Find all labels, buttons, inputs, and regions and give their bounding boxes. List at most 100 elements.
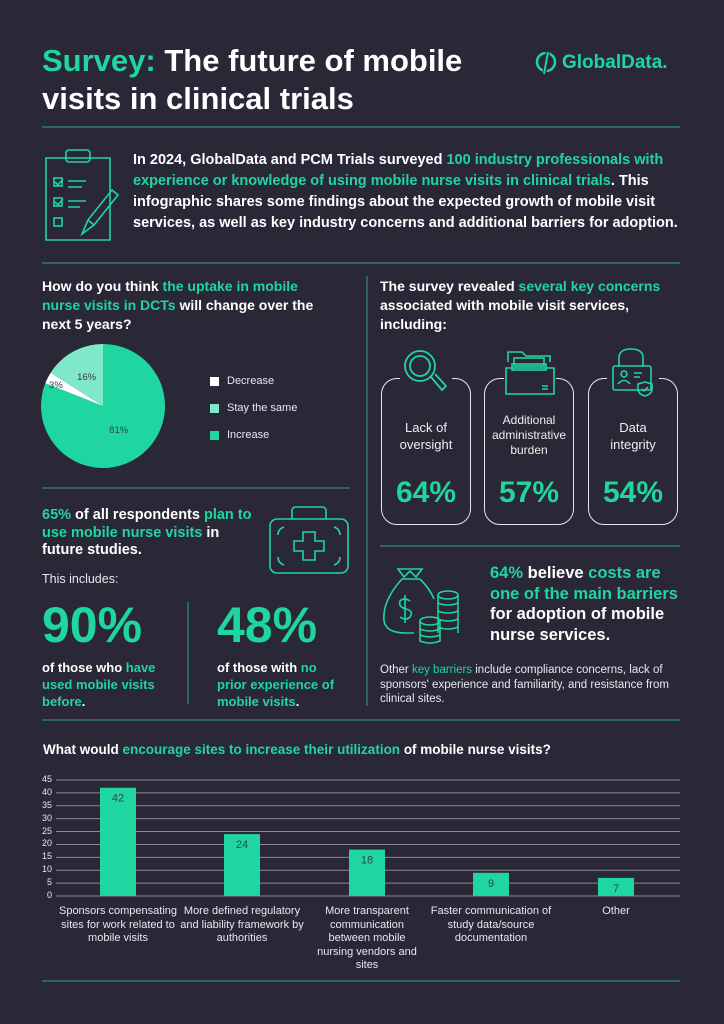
legend-swatch xyxy=(210,403,219,413)
y-tick-label: 5 xyxy=(46,877,52,888)
legend-label: Increase xyxy=(227,429,270,441)
globaldata-logo-icon xyxy=(535,49,557,77)
cap-part: . xyxy=(295,694,300,709)
x-tick-label: Faster communication of study data/sourc… xyxy=(430,905,552,944)
q-part: will change over the next 5 years? xyxy=(42,297,314,332)
globaldata-logo: GlobalData. xyxy=(535,48,668,78)
lock-id-icon xyxy=(607,346,659,398)
x-tick-label: More defined regulatory and liability fr… xyxy=(180,905,304,944)
q-part: How do you think xyxy=(42,278,163,294)
logo-text: GlobalData. xyxy=(562,52,668,73)
stat-90: 90% xyxy=(42,597,143,653)
pie-data-label: 16% xyxy=(77,372,97,383)
plans-part: 65% xyxy=(42,507,72,523)
legend-label: Stay the same xyxy=(227,402,298,414)
bar xyxy=(224,834,260,896)
legend-item-increase: Increase xyxy=(210,429,269,441)
x-tick-label: Sponsors compensating sites for work rel… xyxy=(58,905,177,944)
concern-value: 64% xyxy=(395,476,457,509)
bar xyxy=(100,787,136,896)
cap-highlight: no prior experience of mobile visits xyxy=(217,660,335,709)
other-part: include compliance concerns, lack of spo… xyxy=(380,664,669,705)
intro-highlight: 100 industry professionals with experien… xyxy=(133,152,664,189)
pie-slice-increase xyxy=(40,344,165,468)
bar xyxy=(473,872,509,896)
includes-label: This includes: xyxy=(42,572,119,586)
divider xyxy=(42,126,680,128)
x-tick-label: Other xyxy=(602,905,630,917)
other-highlight: key barriers xyxy=(411,664,473,676)
q-highlight: the uptake in mobile nurse visits in DCT… xyxy=(42,278,298,313)
pie-slice-decrease xyxy=(45,372,103,406)
concern-card-admin: Additional administrative burden 57% xyxy=(484,378,574,525)
legend-swatch xyxy=(210,376,219,386)
costs-text: 64% believe costs are one of the main ba… xyxy=(490,563,690,645)
concern-value: 54% xyxy=(602,476,664,509)
y-tick-label: 0 xyxy=(46,890,52,900)
pie-data-label: 3% xyxy=(49,380,63,391)
legend-label: Decrease xyxy=(227,375,275,387)
concern-label: Additional administrative burden xyxy=(491,413,567,457)
costs-part: believe xyxy=(523,564,589,582)
y-tick-label: 40 xyxy=(41,786,52,797)
stat-90-caption: of those who have used mobile visits bef… xyxy=(42,659,172,710)
pie-chart: 81% 3% 16% xyxy=(40,344,165,468)
legend-item-decrease: Decrease xyxy=(210,375,274,387)
other-part: Other xyxy=(380,664,412,676)
uptake-question: How do you think the uptake in mobile nu… xyxy=(42,277,337,334)
bar-chart: 42 24 18 9 7 xyxy=(56,779,680,897)
concerns-question: The survey revealed several key concerns… xyxy=(380,277,680,334)
bar-data-label: 18 xyxy=(361,855,373,867)
concern-label: Lack of oversight xyxy=(399,420,453,452)
bar-question: What would encourage sites to increase t… xyxy=(43,740,551,759)
bar xyxy=(598,877,634,896)
magnifier-icon xyxy=(400,348,452,398)
q-part: The survey revealed xyxy=(380,278,519,294)
bar-data-label: 42 xyxy=(112,793,124,805)
legend-swatch xyxy=(210,430,219,440)
costs-part: 64% xyxy=(490,564,524,582)
q-part: associated with mobile visit services, i… xyxy=(380,297,629,332)
y-tick-label: 10 xyxy=(41,864,52,875)
y-tick-label: 15 xyxy=(41,851,52,862)
bar-data-label: 24 xyxy=(236,839,248,851)
x-tick-label: More transparent communication between m… xyxy=(317,905,417,971)
title-highlight: Survey: xyxy=(42,43,156,78)
cap-part: of those with xyxy=(217,660,301,675)
y-tick-label: 30 xyxy=(41,812,52,823)
folder-icon xyxy=(504,348,556,398)
clipboard-checklist-icon xyxy=(45,149,120,241)
costs-part: costs are one of the main barriers xyxy=(490,564,678,603)
y-tick-label: 20 xyxy=(41,838,52,849)
y-tick-label: 45 xyxy=(41,774,52,784)
y-tick-label: 35 xyxy=(41,799,52,810)
plans-text: 65% of all respondents plan to use mobil… xyxy=(42,507,252,560)
concern-card-oversight: Lack of oversight 64% xyxy=(381,378,471,525)
title-rest: The future of mobile visits in clinical … xyxy=(42,43,463,116)
concern-value: 57% xyxy=(498,476,560,509)
q-highlight: several key concerns xyxy=(518,278,661,294)
bar-data-label: 7 xyxy=(613,883,619,895)
concern-card-data: Data integrity 54% xyxy=(588,378,678,525)
divider xyxy=(42,487,350,489)
divider xyxy=(42,262,680,264)
concern-label: Data integrity xyxy=(610,420,656,452)
bar-data-label: 9 xyxy=(488,878,494,890)
money-bag-coins-icon xyxy=(383,568,459,644)
intro-part: In 2024, GlobalData and PCM Trials surve… xyxy=(133,152,447,168)
plans-part: in future studies. xyxy=(42,524,220,559)
intro-text: In 2024, GlobalData and PCM Trials surve… xyxy=(133,150,683,234)
cap-highlight: have used mobile visits before xyxy=(42,660,156,709)
pie-data-label: 81% xyxy=(109,425,129,436)
legend-item-stay: Stay the same xyxy=(210,402,297,414)
bar xyxy=(349,849,385,896)
other-barriers-text: Other key barriers include compliance co… xyxy=(380,663,685,707)
intro-part: . This infographic shares some findings … xyxy=(133,173,678,231)
medical-kit-icon xyxy=(269,506,349,574)
divider xyxy=(42,980,680,982)
q-part: What would xyxy=(43,742,123,757)
vertical-divider xyxy=(366,276,368,706)
divider xyxy=(380,545,680,547)
plans-part: plan to use mobile nurse visits xyxy=(42,507,252,541)
q-highlight: encourage sites to increase their utiliz… xyxy=(122,742,401,757)
